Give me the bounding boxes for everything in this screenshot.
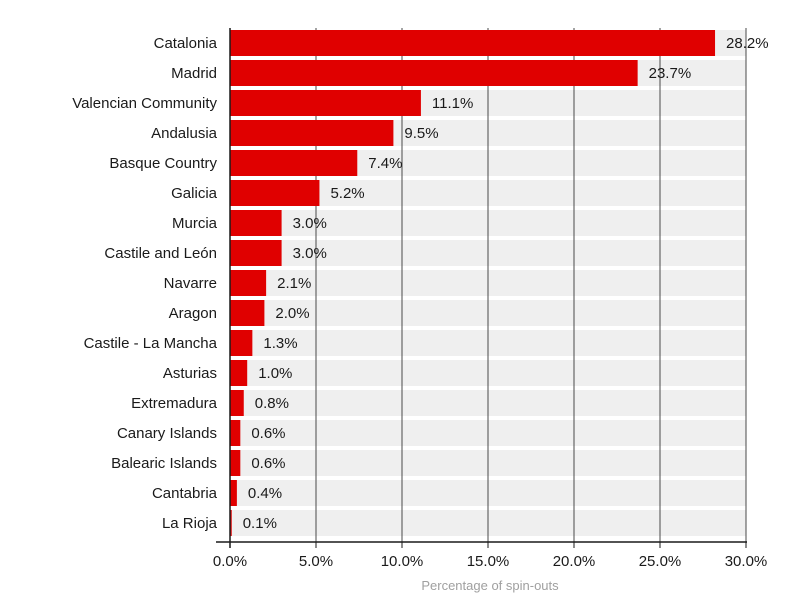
- x-tick-label: 0.0%: [213, 553, 247, 570]
- bar: [230, 60, 638, 86]
- category-label: Castile - La Mancha: [84, 335, 218, 352]
- category-label: Cantabria: [152, 485, 218, 502]
- category-labels: Catalonia Madrid Valencian Community Andalu…: [72, 35, 217, 532]
- bar: [230, 450, 241, 476]
- bar: [230, 270, 267, 296]
- category-label: Castile and León: [104, 245, 217, 262]
- category-label: Andalusia: [151, 125, 218, 142]
- bar: [230, 30, 716, 56]
- x-tick-label: 15.0%: [467, 553, 510, 570]
- x-tick-label: 5.0%: [299, 553, 333, 570]
- bar: [230, 180, 320, 206]
- bar: [230, 90, 421, 116]
- value-label: 0.6%: [251, 455, 285, 472]
- x-tick-label: 30.0%: [725, 553, 768, 570]
- value-label: 1.3%: [263, 335, 297, 352]
- bar: [230, 360, 248, 386]
- category-label: Navarre: [164, 275, 217, 292]
- value-label: 1.0%: [258, 365, 292, 382]
- category-label: Catalonia: [154, 35, 218, 52]
- bar: [230, 510, 232, 536]
- bar: [230, 390, 244, 416]
- bar: [230, 480, 237, 506]
- bar: [230, 300, 265, 326]
- bar: [230, 240, 282, 266]
- x-axis-title: Percentage of spin-outs: [421, 578, 559, 593]
- category-label: Extremadura: [131, 395, 218, 412]
- category-label: Valencian Community: [72, 95, 217, 112]
- value-label: 11.1%: [432, 95, 473, 112]
- category-label: Galicia: [171, 185, 218, 202]
- bar: [230, 150, 358, 176]
- category-label: Madrid: [171, 65, 217, 82]
- x-tick-label: 10.0%: [381, 553, 424, 570]
- value-label: 0.6%: [251, 425, 285, 442]
- bar: [230, 120, 394, 146]
- value-label: 23.7%: [649, 65, 692, 82]
- value-label: 3.0%: [293, 215, 327, 232]
- bar: [230, 210, 282, 236]
- value-label: 7.4%: [368, 155, 402, 172]
- value-labels: 28.2%23.7%11.1%9.5%7.4%5.2%3.0%3.0%2.1%2…: [243, 35, 769, 532]
- value-label: 0.1%: [243, 515, 277, 532]
- value-label: 2.1%: [277, 275, 311, 292]
- value-label: 3.0%: [293, 245, 327, 262]
- category-label: Basque Country: [109, 155, 217, 172]
- category-label: La Rioja: [162, 515, 218, 532]
- category-label: Balearic Islands: [111, 455, 217, 472]
- value-label: 9.5%: [404, 125, 438, 142]
- value-label: 5.2%: [330, 185, 364, 202]
- x-tick-label: 20.0%: [553, 553, 596, 570]
- value-label: 0.8%: [255, 395, 289, 412]
- bar: [230, 330, 253, 356]
- bars: [230, 30, 716, 536]
- value-label: 2.0%: [275, 305, 309, 322]
- bar: [230, 420, 241, 446]
- value-label: 28.2%: [726, 35, 769, 52]
- x-axis: 0.0% 5.0% 10.0% 15.0% 20.0% 25.0% 30.0%: [213, 28, 767, 570]
- category-label: Canary Islands: [117, 425, 217, 442]
- category-label: Murcia: [172, 215, 218, 232]
- category-label: Asturias: [163, 365, 217, 382]
- category-label: Aragon: [169, 305, 217, 322]
- x-tick-label: 25.0%: [639, 553, 682, 570]
- value-label: 0.4%: [248, 485, 282, 502]
